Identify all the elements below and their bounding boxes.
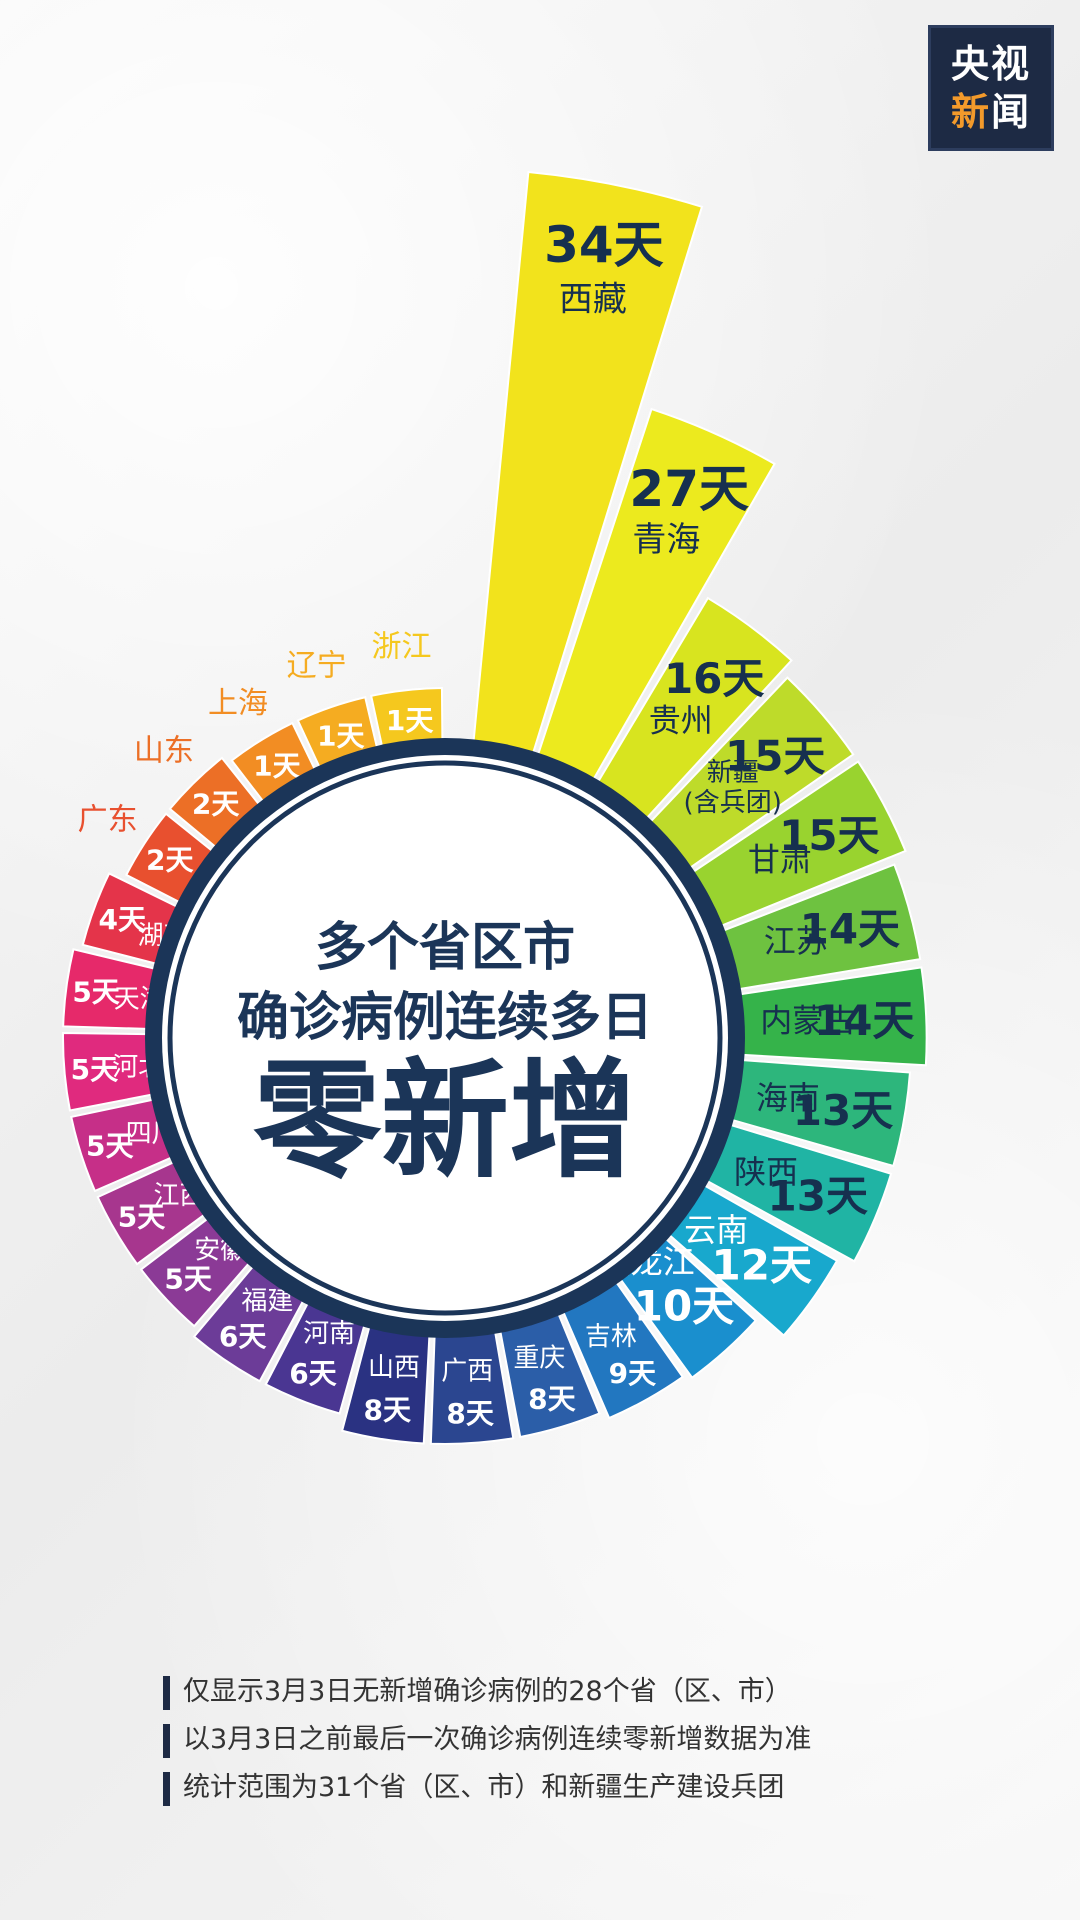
category-label-陕西: 陕西 bbox=[734, 1153, 798, 1191]
cctv-news-logo: 央视 新闻 bbox=[928, 25, 1054, 151]
category-label-辽宁: 辽宁 bbox=[287, 649, 347, 684]
value-label-山西: 8天 bbox=[363, 1394, 410, 1427]
value-label-江苏: 14天 bbox=[800, 904, 900, 953]
category-label-贵州: 贵州 bbox=[649, 702, 713, 740]
logo-line2: 新闻 bbox=[951, 88, 1031, 136]
value-label-辽宁: 1天 bbox=[317, 719, 364, 752]
value-label-河北: 5天 bbox=[71, 1053, 118, 1086]
category-label-重庆: 重庆 bbox=[513, 1343, 565, 1373]
category-label-江苏: 江苏 bbox=[764, 922, 828, 960]
center-ring-inner bbox=[167, 760, 723, 1316]
category-label-广西: 广西 bbox=[441, 1356, 493, 1386]
center-title-line2: 确诊病例连续多日 bbox=[237, 988, 653, 1048]
value-label-安徽: 5天 bbox=[164, 1263, 211, 1296]
value-label-黑龙江: 10天 bbox=[634, 1282, 734, 1331]
value-label-广西: 8天 bbox=[446, 1397, 493, 1430]
value-label-吉林: 9天 bbox=[609, 1357, 656, 1390]
value-label-青海: 27天 bbox=[629, 460, 749, 518]
value-label-江西: 5天 bbox=[118, 1200, 165, 1233]
footnote-1: 仅显示3月3日无新增确诊病例的28个省（区、市） bbox=[163, 1672, 1043, 1720]
value-label-广东: 2天 bbox=[146, 844, 193, 877]
category-label-内蒙古: 内蒙古 bbox=[760, 1002, 856, 1040]
value-label-西藏: 34天 bbox=[544, 216, 664, 274]
category-label-上海: 上海 bbox=[208, 686, 268, 721]
category-label-广东: 广东 bbox=[78, 802, 138, 837]
value-label-海南: 13天 bbox=[793, 1086, 893, 1135]
value-label-重庆: 8天 bbox=[528, 1382, 575, 1415]
category-label-山东: 山东 bbox=[134, 734, 194, 769]
category-label-甘肃: 甘肃 bbox=[748, 840, 812, 878]
category-label-新疆(含兵团): 新疆(含兵团) bbox=[684, 758, 782, 818]
center-title-line3: 零新增 bbox=[253, 1047, 637, 1196]
value-label-湖南: 4天 bbox=[99, 903, 146, 936]
footnote-2: 以3月3日之前最后一次确诊病例连续零新增数据为准 bbox=[163, 1720, 1043, 1768]
value-label-浙江: 1天 bbox=[386, 704, 433, 737]
center-title-line1: 多个省区市 bbox=[315, 918, 575, 978]
value-label-河南: 6天 bbox=[289, 1357, 336, 1390]
labels-group: 34天西藏27天青海16天贵州15天新疆(含兵团)15天甘肃14天江苏14天内蒙… bbox=[71, 216, 915, 1430]
value-label-山东: 2天 bbox=[192, 788, 239, 821]
value-label-福建: 6天 bbox=[219, 1320, 266, 1353]
category-label-云南: 云南 bbox=[684, 1211, 748, 1249]
logo-line1: 央视 bbox=[950, 42, 1031, 86]
value-label-四川: 5天 bbox=[86, 1129, 133, 1162]
footnotes: 仅显示3月3日无新增确诊病例的28个省（区、市） 以3月3日之前最后一次确诊病例… bbox=[163, 1672, 1043, 1816]
value-label-甘肃: 15天 bbox=[779, 811, 879, 860]
value-label-云南: 12天 bbox=[712, 1240, 812, 1289]
category-label-河南: 河南 bbox=[303, 1319, 355, 1349]
footnote-3: 统计范围为31个省（区、市）和新疆生产建设兵团 bbox=[163, 1768, 1043, 1816]
center-ring-white bbox=[162, 755, 728, 1321]
radial-bar-chart: 34天西藏27天青海16天贵州15天新疆(含兵团)15天甘肃14天江苏14天内蒙… bbox=[62, 170, 928, 1445]
category-label-青海: 青海 bbox=[632, 520, 700, 560]
category-label-浙江: 浙江 bbox=[371, 629, 431, 664]
value-label-天津: 5天 bbox=[72, 976, 119, 1009]
category-label-山西: 山西 bbox=[368, 1353, 420, 1383]
logo-line2-a: 新 bbox=[950, 90, 991, 134]
value-label-贵州: 16天 bbox=[664, 654, 764, 703]
category-label-西藏: 西藏 bbox=[559, 280, 627, 320]
value-label-内蒙古: 14天 bbox=[814, 996, 914, 1045]
value-label-新疆(含兵团): 15天 bbox=[725, 732, 825, 781]
value-label-陕西: 13天 bbox=[768, 1171, 868, 1220]
category-label-吉林: 吉林 bbox=[585, 1322, 637, 1352]
value-label-上海: 1天 bbox=[253, 750, 300, 783]
category-label-海南: 海南 bbox=[756, 1079, 820, 1117]
logo-line2-b: 闻 bbox=[991, 90, 1032, 134]
